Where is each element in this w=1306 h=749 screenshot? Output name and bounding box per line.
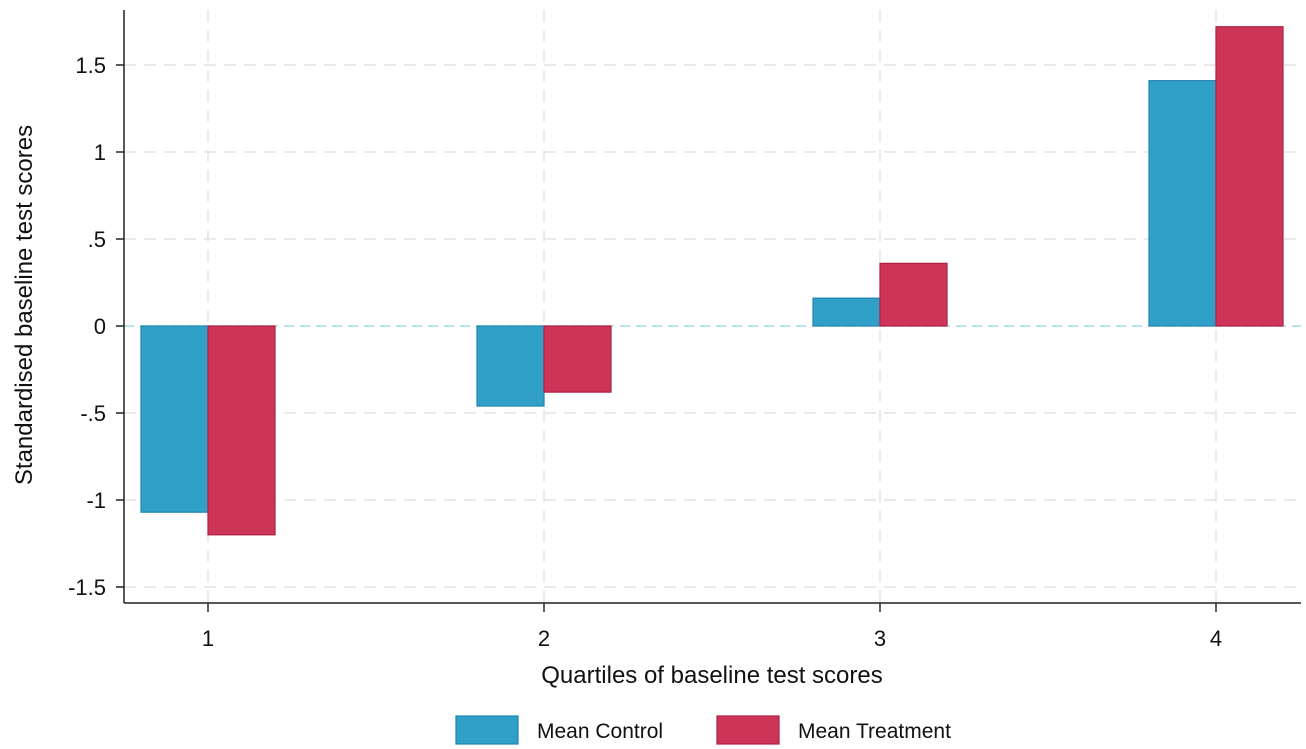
- y-axis-title: Standardised baseline test scores: [11, 125, 38, 485]
- y-tick-label: -1.5: [68, 575, 106, 600]
- bar-mean-treatment-q1: [207, 325, 276, 536]
- bars: [140, 26, 1284, 536]
- axes: [123, 10, 1301, 604]
- x-tick-label: 2: [538, 626, 550, 651]
- y-tick-label: 1.5: [75, 53, 106, 78]
- bar-mean-control-q4: [1148, 80, 1217, 327]
- y-tick-label: .5: [88, 227, 106, 252]
- bar-mean-control-q3: [812, 297, 881, 327]
- y-tick-label: -1: [86, 488, 106, 513]
- legend-label-mean-control: Mean Control: [537, 720, 663, 743]
- x-tick-label: 1: [202, 626, 214, 651]
- bar-mean-treatment-q3: [879, 262, 948, 327]
- y-ticks: 1.51.50-.5-1-1.5: [68, 53, 124, 600]
- bar-mean-control-q1: [140, 325, 209, 513]
- legend-label-mean-treatment: Mean Treatment: [798, 720, 951, 743]
- legend: Mean Control Mean Treatment: [455, 715, 951, 745]
- legend-swatch-mean-treatment: [716, 715, 780, 745]
- x-axis-title: Quartiles of baseline test scores: [541, 662, 883, 689]
- y-tick-label: 0: [94, 314, 106, 339]
- bar-mean-control-q2: [476, 325, 545, 407]
- grid-lines: [124, 10, 1301, 603]
- y-tick-label: -.5: [80, 401, 106, 426]
- y-tick-label: 1: [94, 140, 106, 165]
- x-tick-label: 4: [1210, 626, 1222, 651]
- x-tick-label: 3: [874, 626, 886, 651]
- x-ticks: 1 2 3 4: [202, 603, 1222, 651]
- bar-mean-treatment-q2: [543, 325, 612, 393]
- legend-swatch-mean-control: [455, 715, 519, 745]
- bar-mean-treatment-q4: [1215, 26, 1284, 327]
